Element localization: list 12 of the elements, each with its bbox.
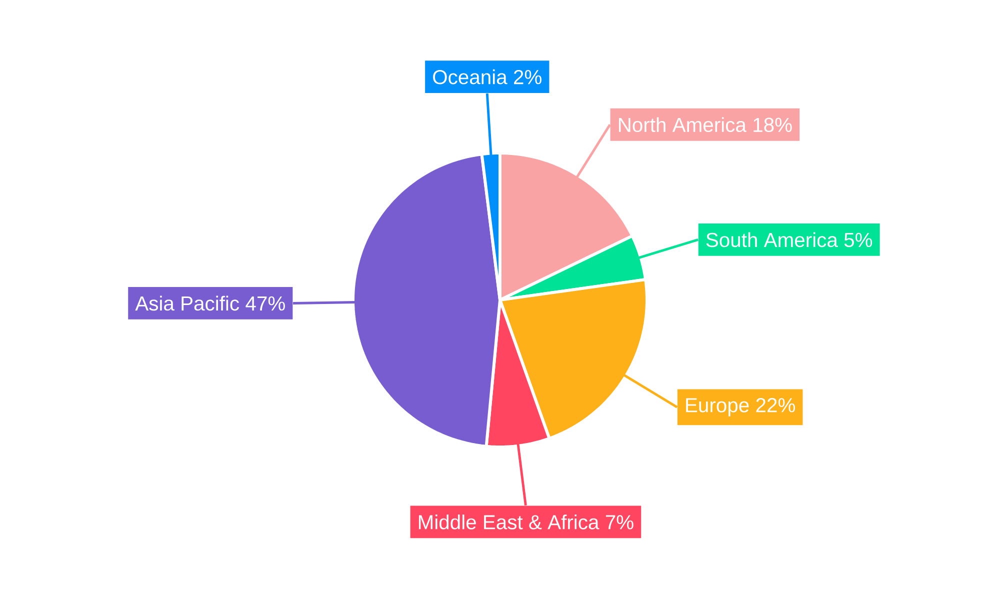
data-label: 47% [246, 296, 285, 311]
data-label: 2% [514, 70, 542, 84]
slice-label: Europe [686, 398, 749, 416]
data-label: 5% [844, 232, 872, 248]
slice-label: North America [618, 117, 746, 132]
slice-label: South America [706, 232, 838, 248]
data-label: 22% [756, 398, 795, 412]
slice-label: Asia Pacific [135, 296, 240, 311]
data-label: 18% [754, 118, 792, 132]
data-label: 7% [606, 515, 634, 530]
slice-label: Middle East & Africa [418, 514, 600, 530]
slice-label: Oceania [433, 69, 508, 84]
